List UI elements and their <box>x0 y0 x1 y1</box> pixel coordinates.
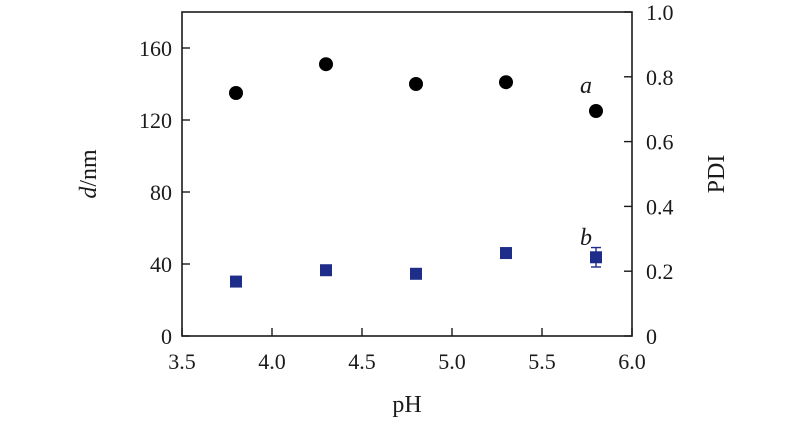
left-y-axis-title-symbol: d <box>76 186 102 199</box>
series-b <box>230 246 602 288</box>
series-a-point <box>319 57 333 72</box>
right-y-axis-ticks: 0 0.2 0.4 0.6 0.8 1.0 <box>624 0 674 349</box>
series-b-point <box>410 267 422 280</box>
x-tick-label: 5.0 <box>438 349 466 374</box>
series-a-point <box>229 86 243 100</box>
series-b-label: b <box>580 225 592 251</box>
x-tick-label: 3.5 <box>168 349 196 374</box>
left-y-tick-label: 0 <box>161 324 172 349</box>
series-a <box>229 57 603 118</box>
x-tick-label: 6.0 <box>618 349 646 374</box>
series-b-point <box>230 275 242 288</box>
right-y-tick-label: 0.6 <box>646 130 674 155</box>
x-tick-label: 5.5 <box>528 349 556 374</box>
right-y-tick-label: 0.8 <box>646 65 674 90</box>
series-a-label: a <box>580 73 592 99</box>
series-a-point <box>499 75 513 90</box>
x-axis-ticks: 3.5 4.0 4.5 5.0 5.5 6.0 <box>168 328 646 374</box>
series-b-point <box>590 251 602 264</box>
plot-area-border <box>181 11 633 337</box>
left-y-axis-title-unit: /nm <box>76 149 102 187</box>
left-y-tick-label: 80 <box>150 180 172 205</box>
series-b-point <box>320 264 332 277</box>
left-y-tick-label: 120 <box>139 108 172 133</box>
series-a-point <box>409 77 423 91</box>
right-y-axis-title: PDI <box>704 155 730 194</box>
series-a-point <box>589 104 603 118</box>
left-y-tick-label: 40 <box>150 252 172 277</box>
left-y-axis-ticks: 0 40 80 120 160 <box>139 36 190 349</box>
right-y-tick-label: 0 <box>646 324 657 349</box>
left-y-tick-label: 160 <box>139 36 172 61</box>
plot-frame <box>181 11 633 337</box>
right-y-tick-label: 0.2 <box>646 259 674 284</box>
series-b-point <box>500 247 512 260</box>
right-y-tick-label: 1.0 <box>646 0 674 25</box>
x-tick-label: 4.0 <box>258 349 286 374</box>
right-y-tick-label: 0.4 <box>646 194 674 219</box>
left-y-axis-title: d/nm <box>76 149 102 199</box>
x-axis-title: pH <box>392 392 421 418</box>
x-tick-label: 4.5 <box>348 349 376 374</box>
